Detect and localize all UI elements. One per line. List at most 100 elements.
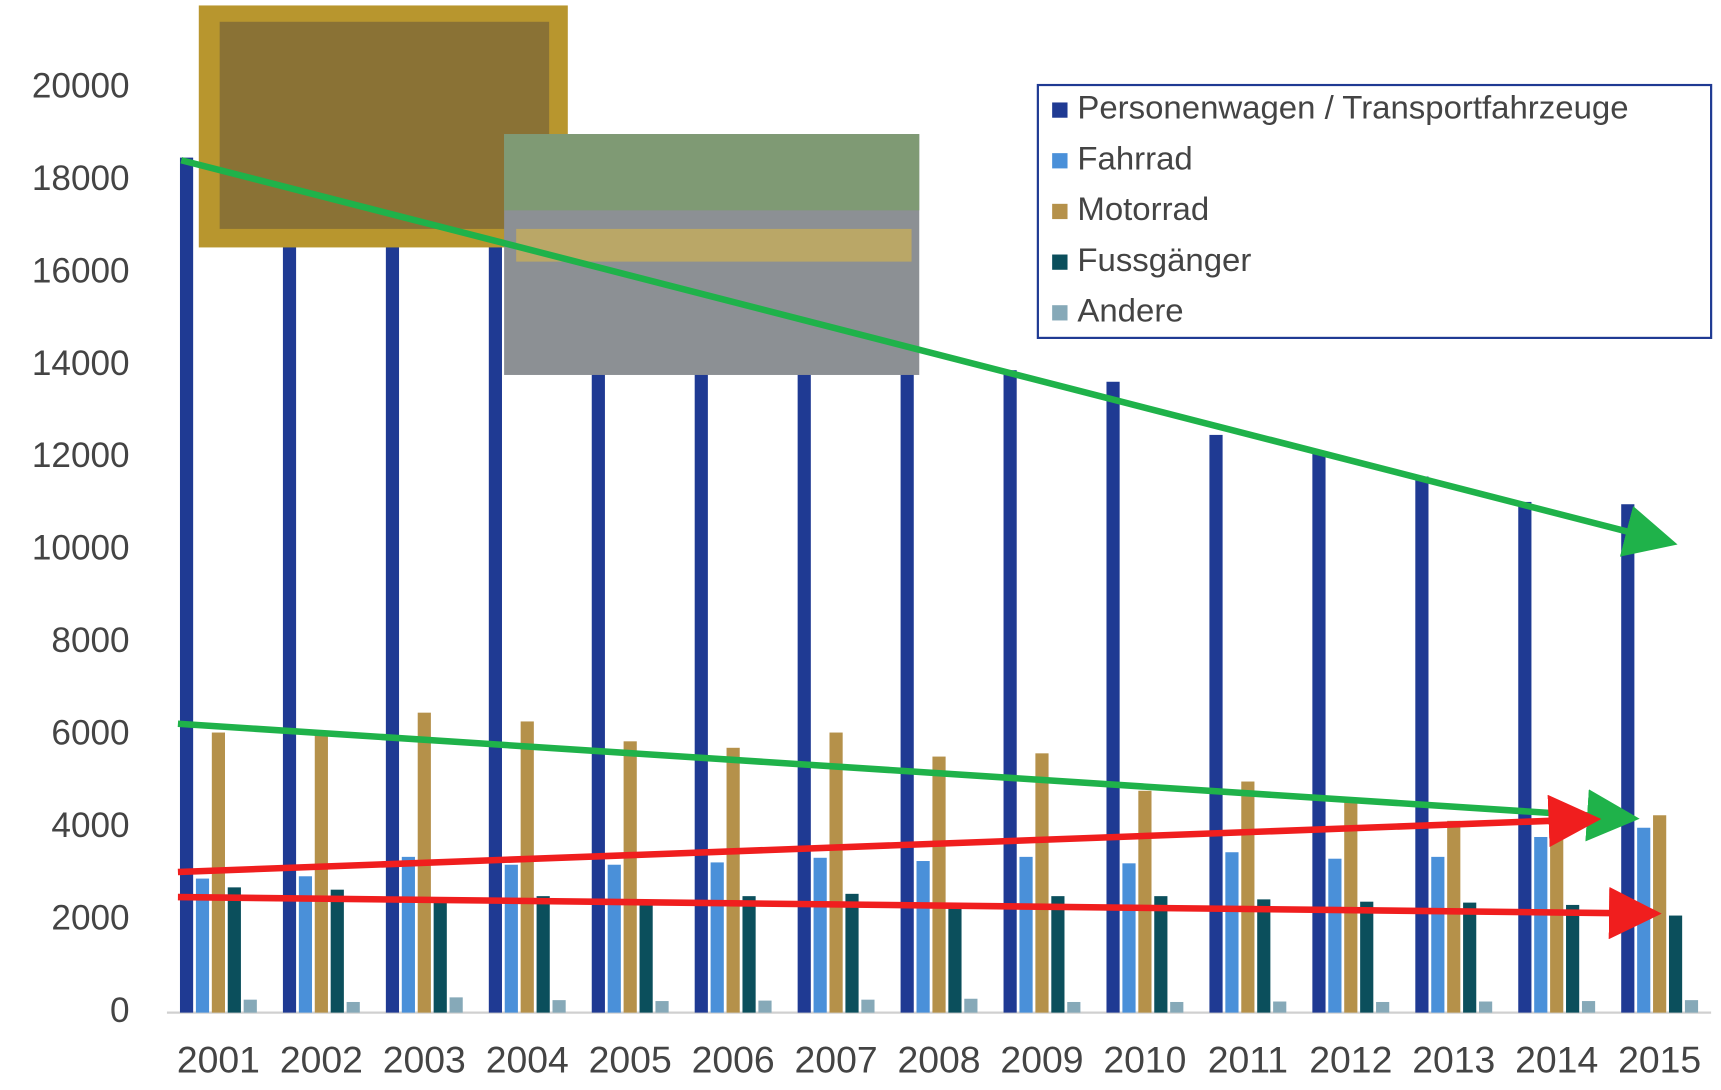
x-tick-label: 2009 <box>1000 1039 1083 1081</box>
bar <box>829 732 843 1013</box>
photo-trees <box>504 134 920 211</box>
bar <box>346 1001 360 1013</box>
bar <box>1376 1001 1390 1013</box>
legend-swatch <box>1052 153 1068 169</box>
bar <box>1518 501 1532 1013</box>
bar <box>1225 852 1239 1013</box>
legend-swatch <box>1052 254 1068 270</box>
bar <box>1668 915 1683 1013</box>
bar <box>401 856 415 1013</box>
y-tick-label: 16000 <box>32 251 130 290</box>
y-tick-label: 18000 <box>32 159 130 198</box>
bar <box>1106 381 1120 1013</box>
bar <box>1550 823 1564 1013</box>
bar <box>1312 451 1326 1013</box>
y-tick-label: 20000 <box>32 67 130 106</box>
bar <box>845 893 859 1013</box>
bar <box>900 347 914 1013</box>
bar <box>1415 476 1429 1013</box>
bar <box>1051 896 1065 1013</box>
bar <box>797 305 811 1013</box>
bar <box>1067 1001 1081 1013</box>
bar <box>861 999 875 1013</box>
legend-swatch <box>1052 305 1068 321</box>
bar <box>1257 899 1271 1013</box>
bar <box>1122 863 1136 1013</box>
bar <box>1653 815 1667 1013</box>
bar <box>1360 901 1374 1013</box>
bar <box>1566 904 1580 1013</box>
trend-arrows <box>177 157 1678 940</box>
legend-label: Motorrad <box>1077 190 1209 227</box>
bar <box>1534 836 1548 1013</box>
bar <box>552 1000 566 1013</box>
x-tick-label: 2003 <box>383 1039 466 1081</box>
bar <box>591 296 605 1013</box>
bar <box>488 226 502 1013</box>
x-tick-label: 2008 <box>898 1039 981 1081</box>
bar <box>710 862 724 1013</box>
bar <box>433 897 447 1013</box>
bar <box>1170 1001 1184 1013</box>
x-tick-label: 2005 <box>589 1039 672 1081</box>
x-tick-label: 2014 <box>1515 1039 1598 1081</box>
x-tick-label: 2007 <box>795 1039 878 1081</box>
y-tick-label: 0 <box>110 991 130 1030</box>
bar <box>520 721 534 1013</box>
x-tick-label: 2004 <box>486 1039 569 1081</box>
bar <box>298 876 313 1013</box>
bar <box>742 896 756 1013</box>
bar <box>1138 790 1152 1013</box>
bar <box>1637 827 1651 1013</box>
bar <box>639 904 653 1013</box>
trend-arrow <box>180 157 1678 557</box>
bar <box>1431 856 1445 1013</box>
legend-label: Fussgänger <box>1077 241 1251 278</box>
bar <box>623 741 637 1013</box>
y-tick-label: 4000 <box>51 806 129 845</box>
bar <box>227 887 241 1013</box>
bar <box>1154 896 1168 1013</box>
bar <box>964 998 978 1013</box>
bar <box>1241 781 1255 1013</box>
bar <box>1328 858 1342 1013</box>
y-tick-label: 2000 <box>51 899 129 938</box>
bar <box>1684 1000 1699 1013</box>
trend-arrow <box>177 720 1640 842</box>
x-tick-label: 2015 <box>1618 1039 1701 1081</box>
bar <box>916 861 930 1013</box>
bar <box>330 889 344 1013</box>
trend-arrow <box>177 886 1662 940</box>
x-tick-label: 2002 <box>280 1039 363 1081</box>
legend-swatch <box>1052 203 1068 220</box>
x-tick-label: 2012 <box>1309 1039 1392 1081</box>
bar <box>1463 902 1477 1013</box>
bar <box>726 747 740 1013</box>
legend-swatch <box>1052 102 1068 118</box>
bar <box>1447 820 1461 1013</box>
x-tick-label: 2013 <box>1412 1039 1495 1081</box>
y-tick-label: 6000 <box>51 714 129 753</box>
bars <box>179 157 1699 1013</box>
legend-label: Personenwagen / Transportfahrzeuge <box>1077 89 1628 126</box>
x-tick-label: 2010 <box>1103 1039 1186 1081</box>
bar <box>813 857 827 1013</box>
bar <box>758 1000 772 1013</box>
bar <box>932 756 946 1013</box>
bar <box>948 906 962 1013</box>
x-tick-label: 2006 <box>692 1039 775 1081</box>
bar <box>1035 753 1049 1013</box>
bar <box>1273 1001 1287 1013</box>
photo-detail <box>219 21 550 229</box>
legend-box <box>1036 83 1713 339</box>
bar <box>1019 856 1033 1013</box>
bar <box>385 180 400 1013</box>
bar <box>449 997 463 1013</box>
y-tick-label: 10000 <box>32 529 130 568</box>
bar <box>243 999 257 1013</box>
bar <box>504 864 518 1013</box>
bar <box>1209 434 1223 1013</box>
bar <box>195 878 210 1013</box>
legend-label: Andere <box>1077 292 1183 329</box>
